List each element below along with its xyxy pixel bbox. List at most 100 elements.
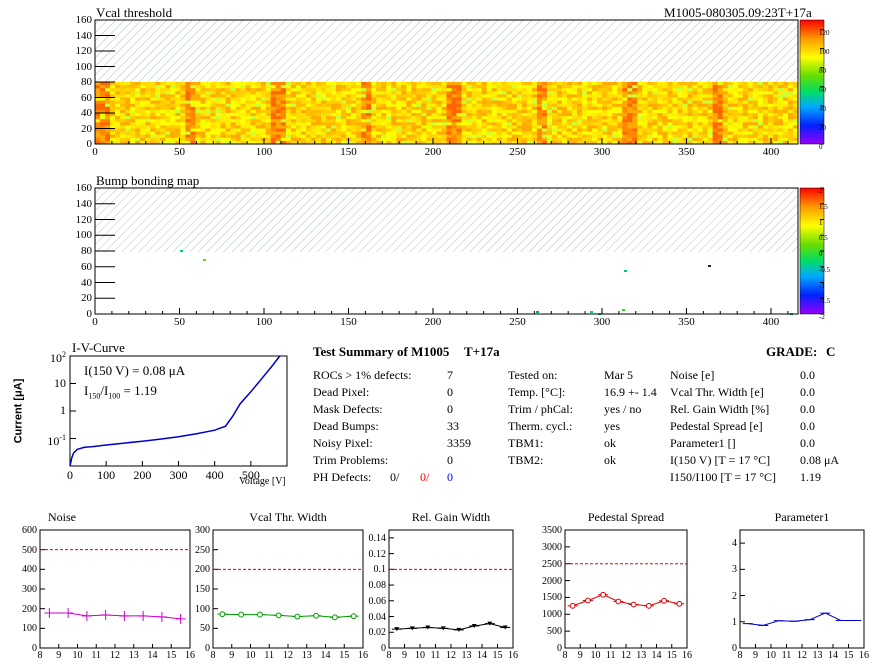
vcal-cell bbox=[511, 122, 518, 126]
vcal-cell bbox=[561, 91, 568, 95]
vcal-cell bbox=[702, 106, 708, 111]
vcal-cell bbox=[250, 137, 256, 142]
vcal-cell bbox=[577, 140, 583, 145]
vcal-cell bbox=[767, 88, 774, 92]
vcal-cell bbox=[210, 122, 216, 126]
vcal-cell bbox=[617, 137, 623, 142]
vcal-cell bbox=[421, 82, 427, 86]
vcal-cell bbox=[195, 137, 201, 142]
vcal-cell bbox=[446, 82, 452, 86]
vcal-cell bbox=[210, 119, 216, 123]
vcal-cell bbox=[481, 131, 487, 135]
vcal-cell bbox=[220, 131, 226, 135]
vcal-cell bbox=[115, 97, 121, 101]
vcal-cell bbox=[787, 100, 794, 104]
vcal-cell bbox=[341, 94, 347, 98]
vcal-cell bbox=[431, 137, 437, 142]
vcal-cell bbox=[160, 134, 166, 139]
vcal-cell bbox=[747, 100, 754, 104]
vcal-cell bbox=[727, 140, 734, 145]
vcal-cell bbox=[125, 82, 131, 86]
vcal-cell bbox=[577, 100, 583, 104]
vcal-cell bbox=[356, 128, 362, 132]
vcal-cell bbox=[642, 103, 648, 108]
vcal-cell bbox=[315, 82, 322, 86]
vcal-cell bbox=[441, 140, 447, 145]
vcal-cell bbox=[336, 109, 342, 114]
vcal-cell bbox=[426, 106, 432, 111]
vcal-cell bbox=[361, 137, 367, 142]
vcal-cell bbox=[662, 119, 668, 123]
vcal-cell bbox=[346, 113, 352, 117]
vcal-cell bbox=[155, 91, 161, 95]
vcal-cell bbox=[567, 131, 573, 135]
vcal-cell bbox=[456, 128, 462, 132]
vcal-cell bbox=[541, 85, 548, 89]
vcal-cell bbox=[150, 116, 156, 120]
vcal-cell bbox=[361, 103, 367, 108]
vcal-cell bbox=[421, 119, 427, 123]
vcal-cell bbox=[245, 88, 251, 92]
vcal-cell bbox=[572, 106, 578, 111]
vcal-cell bbox=[607, 100, 613, 104]
vcal-cell bbox=[331, 128, 337, 132]
vcal-cell bbox=[692, 103, 698, 108]
vcal-cell bbox=[280, 100, 287, 104]
vcal-cell bbox=[642, 94, 648, 98]
vcal-cell bbox=[602, 119, 608, 123]
summary-label: Noise [e] bbox=[670, 368, 715, 382]
vcal-cell bbox=[270, 85, 277, 89]
vcal-cell bbox=[752, 82, 759, 86]
vcal-cell bbox=[315, 85, 322, 89]
vcal-cell bbox=[366, 119, 372, 123]
vcal-cell bbox=[406, 134, 412, 139]
ph-defects-v2: 0/ bbox=[420, 470, 430, 484]
vcal-cell bbox=[175, 106, 181, 111]
vcal-cell bbox=[642, 140, 648, 145]
vcal-cell bbox=[376, 113, 382, 117]
vcal-cell bbox=[556, 128, 563, 132]
vcal-cell bbox=[592, 140, 598, 145]
vcal-cell bbox=[310, 94, 317, 98]
vcal-cell bbox=[777, 109, 784, 114]
vcal-cell bbox=[401, 109, 407, 114]
vcal-cell bbox=[506, 109, 513, 114]
small-xtick-label: 8 bbox=[737, 650, 743, 661]
vcal-cell bbox=[446, 109, 452, 114]
vcal-cell bbox=[471, 91, 477, 95]
small-xtick-label: 15 bbox=[166, 650, 177, 661]
vcal-cell bbox=[531, 85, 538, 89]
vcal-cell bbox=[225, 85, 231, 89]
vcal-cell bbox=[727, 85, 734, 89]
vcal-cell bbox=[125, 125, 131, 129]
vcal-cell bbox=[140, 116, 146, 120]
vcal-cell bbox=[130, 113, 136, 117]
vcal-cell bbox=[632, 106, 638, 111]
vcal-cell bbox=[200, 97, 206, 101]
vcal-cell bbox=[551, 100, 558, 104]
small-plot-5 bbox=[739, 529, 865, 649]
vcal-cell bbox=[346, 128, 352, 132]
vcal-cell bbox=[411, 140, 417, 145]
vcal-cell bbox=[376, 134, 382, 139]
vcal-cell bbox=[215, 88, 221, 92]
vcal-cell bbox=[190, 119, 196, 123]
vcal-cell bbox=[707, 103, 713, 108]
vcal-cell bbox=[351, 122, 357, 126]
vcal-cell bbox=[265, 88, 272, 92]
vcal-cell bbox=[401, 103, 407, 108]
vcal-cell bbox=[637, 100, 643, 104]
vcal-cell bbox=[652, 122, 658, 126]
vcal-cell bbox=[391, 134, 397, 139]
vcal-cell bbox=[632, 113, 638, 117]
vcal-cell bbox=[300, 122, 307, 126]
vcal-cell bbox=[376, 88, 382, 92]
vcal-cell bbox=[742, 106, 749, 111]
vcal-cell bbox=[285, 85, 292, 89]
vcal-cell bbox=[561, 97, 568, 101]
palette-tick-label: -2 bbox=[819, 313, 825, 321]
vcal-cell bbox=[175, 116, 181, 120]
vcal-cell bbox=[195, 140, 201, 145]
vcal-cell bbox=[190, 100, 196, 104]
vcal-cell bbox=[456, 106, 462, 111]
